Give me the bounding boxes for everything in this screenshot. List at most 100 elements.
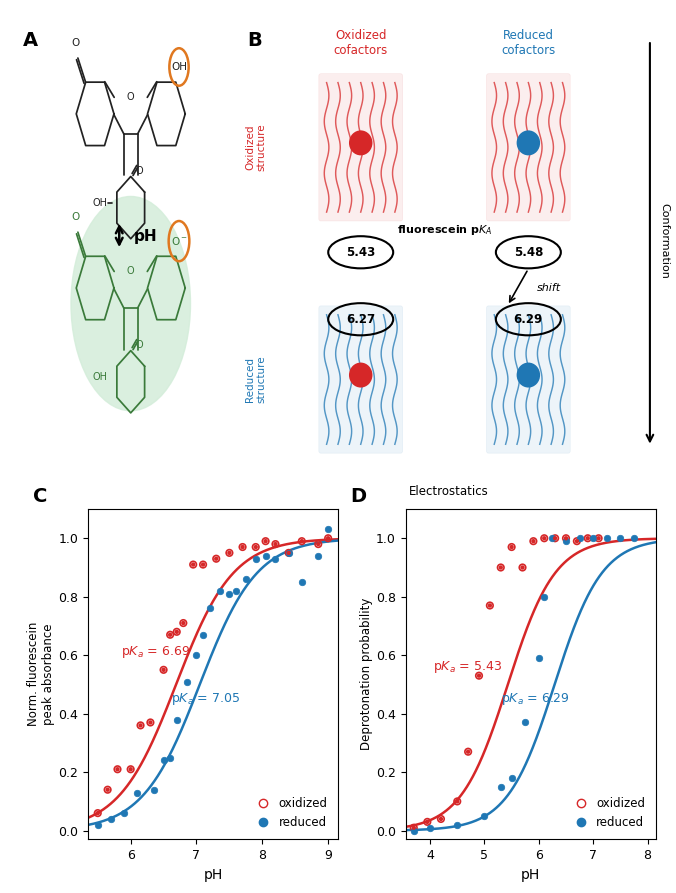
Y-axis label: Deprotonation probability: Deprotonation probability [360, 598, 373, 750]
Text: O$^-$: O$^-$ [170, 235, 187, 247]
Point [102, 782, 113, 797]
Text: Oxidized
cofactors: Oxidized cofactors [333, 29, 388, 57]
Point [165, 628, 176, 642]
Text: Reduced
cofactors: Reduced cofactors [501, 29, 556, 57]
Point [602, 531, 612, 546]
Point [462, 745, 473, 759]
Point [422, 814, 433, 829]
Point [496, 780, 506, 794]
Point [283, 546, 294, 560]
Point [204, 601, 215, 615]
Text: OH: OH [93, 372, 107, 382]
Text: Electrostatics: Electrostatics [409, 485, 489, 497]
Point [408, 823, 419, 838]
Point [550, 531, 560, 546]
Point [171, 625, 182, 639]
Point [517, 560, 528, 574]
FancyBboxPatch shape [319, 73, 403, 221]
Point [224, 587, 235, 601]
Circle shape [516, 363, 540, 388]
Point [178, 616, 189, 630]
Point [594, 531, 604, 546]
Point [224, 546, 235, 560]
Point [270, 552, 281, 566]
Point [132, 786, 143, 800]
Point [211, 552, 222, 566]
Point [322, 531, 333, 546]
Text: O: O [72, 212, 80, 221]
Point [520, 715, 531, 730]
FancyBboxPatch shape [487, 73, 571, 221]
Point [485, 598, 496, 613]
Point [296, 575, 307, 589]
Point [462, 745, 473, 759]
Text: 5.43: 5.43 [346, 246, 375, 259]
Point [250, 540, 261, 555]
Point [178, 616, 189, 630]
Text: 6.29: 6.29 [514, 313, 543, 326]
Text: shift: shift [537, 283, 561, 293]
Point [191, 648, 202, 663]
FancyBboxPatch shape [487, 305, 571, 454]
Point [496, 560, 506, 574]
Point [560, 534, 571, 548]
Point [181, 674, 192, 689]
Point [322, 522, 333, 537]
Point [533, 651, 544, 665]
Point [211, 552, 222, 566]
Point [237, 540, 248, 555]
Point [452, 794, 462, 808]
Point [528, 534, 539, 548]
Point [539, 531, 550, 546]
Point [197, 557, 208, 572]
Point [283, 546, 294, 560]
Point [615, 531, 626, 546]
Text: 6.27: 6.27 [346, 313, 375, 326]
Point [158, 754, 169, 768]
Point [582, 531, 593, 546]
Point [629, 531, 639, 546]
Point [125, 762, 136, 776]
Point [224, 546, 235, 560]
Point [296, 534, 307, 548]
Point [547, 531, 558, 546]
Point [171, 625, 182, 639]
Point [539, 589, 550, 604]
Text: OH: OH [171, 62, 187, 72]
Point [435, 812, 446, 826]
Point [135, 718, 146, 732]
Point [214, 584, 225, 598]
Point [93, 806, 103, 821]
Point [135, 718, 146, 732]
Text: p$K_a$ = 7.05: p$K_a$ = 7.05 [172, 691, 241, 707]
Point [102, 782, 113, 797]
Text: fluorescein p$K_A$: fluorescein p$K_A$ [397, 223, 492, 237]
Point [506, 540, 517, 555]
Point [528, 534, 539, 548]
Text: O: O [135, 340, 143, 350]
Point [422, 814, 433, 829]
Point [560, 531, 571, 546]
Point [145, 715, 156, 730]
Text: O: O [72, 38, 80, 47]
Point [560, 531, 571, 546]
X-axis label: pH: pH [203, 868, 222, 881]
Text: A: A [23, 31, 38, 50]
Point [270, 537, 281, 551]
X-axis label: pH: pH [521, 868, 540, 881]
Point [145, 715, 156, 730]
Point [550, 531, 560, 546]
Point [270, 537, 281, 551]
Point [313, 537, 324, 551]
Text: pH: pH [135, 230, 158, 244]
Point [283, 546, 294, 560]
Point [496, 560, 506, 574]
Point [188, 557, 199, 572]
Point [425, 821, 435, 835]
Point [148, 782, 159, 797]
Point [474, 669, 485, 683]
Text: p$K_a$ = 6.29: p$K_a$ = 6.29 [501, 691, 569, 707]
Legend: oxidized, reduced: oxidized, reduced [564, 792, 650, 833]
Legend: oxidized, reduced: oxidized, reduced [247, 792, 332, 833]
Point [188, 557, 199, 572]
